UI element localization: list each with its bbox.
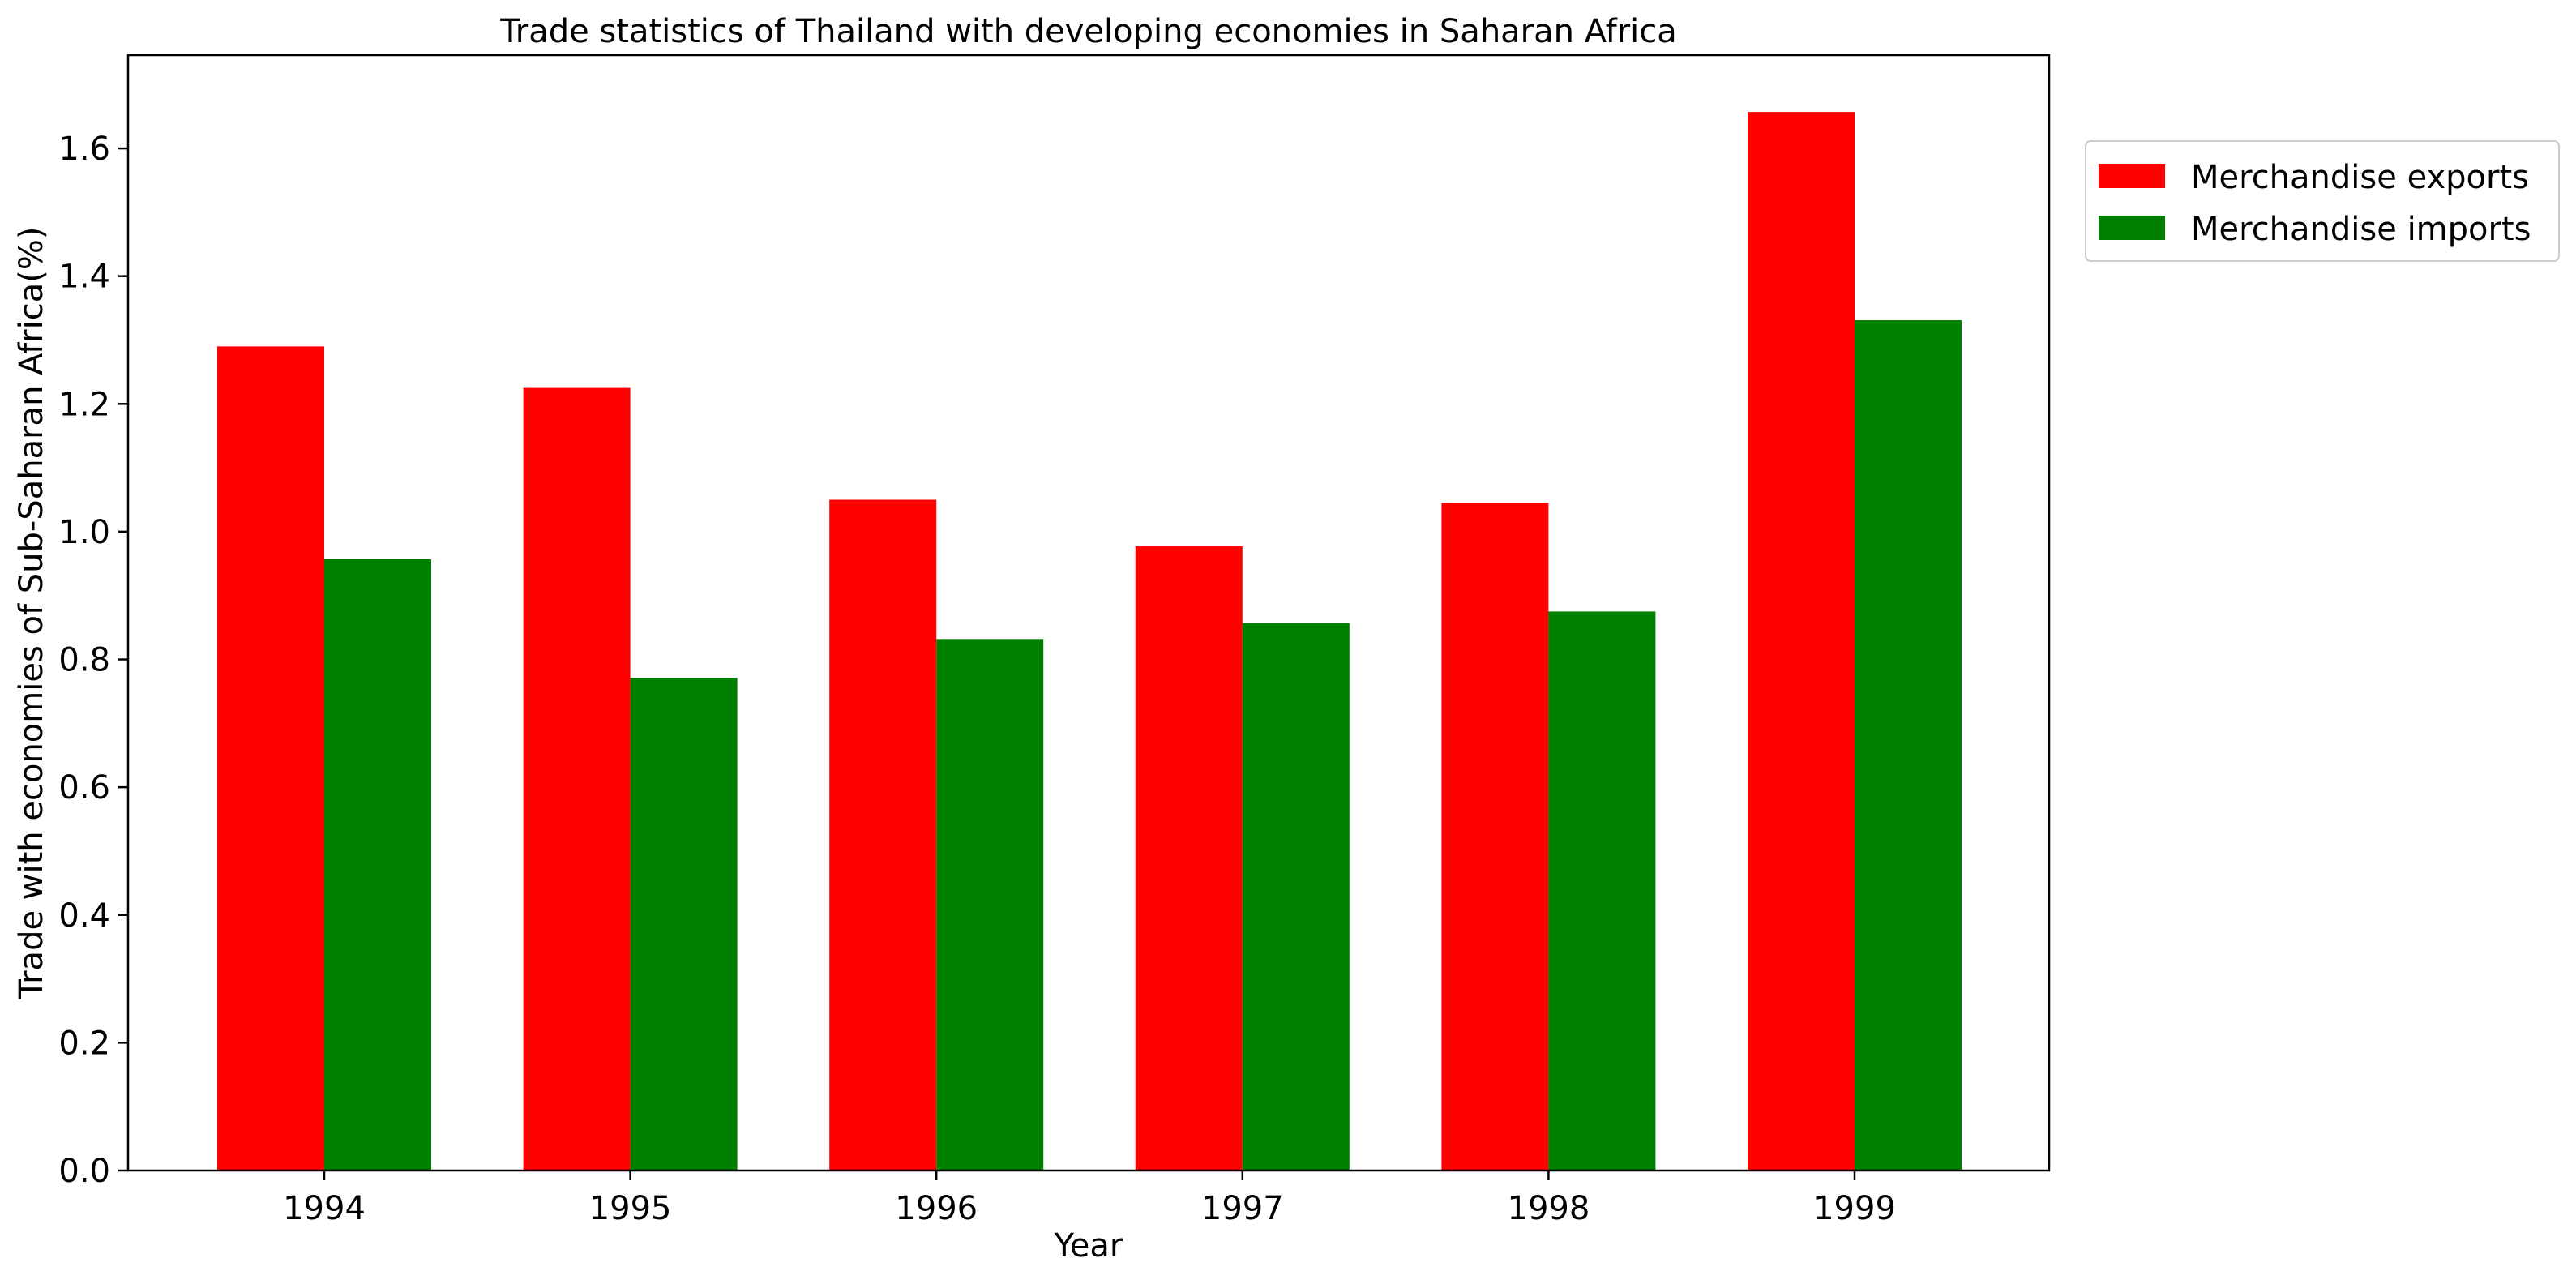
bar-imports-1998 — [1548, 611, 1656, 1171]
bar-exports-1995 — [523, 387, 631, 1171]
x-axis: 1994 1995 1996 1997 1998 1999 — [283, 1171, 1896, 1227]
bar-imports-1997 — [1242, 623, 1350, 1171]
y-tick-label-0.8: 0.8 — [58, 642, 110, 679]
bar-exports-1998 — [1441, 503, 1549, 1171]
y-tick-label-0.2: 0.2 — [58, 1025, 110, 1062]
bar-exports-1994 — [217, 346, 324, 1171]
y-tick-label-0.4: 0.4 — [58, 897, 110, 935]
x-axis-label: Year — [1054, 1227, 1123, 1265]
y-tick-label-1.4: 1.4 — [58, 259, 110, 296]
legend-box — [2085, 140, 2560, 262]
y-tick-label-1.6: 1.6 — [58, 131, 110, 168]
bar-exports-1997 — [1135, 546, 1243, 1171]
y-tick-label-0.0: 0.0 — [58, 1153, 110, 1190]
chart-title: Trade statistics of Thailand with develo… — [499, 13, 1677, 50]
x-tick-label-1994: 1994 — [283, 1190, 366, 1227]
legend-swatch-imports — [2099, 216, 2165, 240]
x-tick-label-1997: 1997 — [1201, 1190, 1284, 1227]
bars-group — [217, 112, 1962, 1171]
bar-imports-1995 — [630, 678, 738, 1171]
x-tick-label-1996: 1996 — [895, 1190, 978, 1227]
legend-label-imports: Merchandise imports — [2191, 211, 2531, 248]
plot-frame — [126, 54, 2051, 1172]
legend: Merchandise exports Merchandise imports — [2085, 140, 2560, 262]
y-axis-label: Trade with economies of Sub-Saharan Afri… — [13, 227, 50, 1000]
y-axis: 0.0 0.2 0.4 0.6 0.8 1.0 1.2 1.4 1.6 — [58, 131, 128, 1190]
bar-exports-1999 — [1748, 112, 1855, 1171]
y-tick-label-1.0: 1.0 — [58, 514, 110, 551]
legend-swatch-exports — [2099, 164, 2165, 188]
bar-imports-1996 — [936, 639, 1044, 1171]
y-tick-label-1.2: 1.2 — [58, 386, 110, 423]
y-tick-label-0.6: 0.6 — [58, 769, 110, 807]
x-tick-label-1999: 1999 — [1813, 1190, 1896, 1227]
bar-imports-1999 — [1855, 320, 1962, 1171]
bar-exports-1996 — [829, 499, 937, 1171]
x-tick-label-1998: 1998 — [1508, 1190, 1590, 1227]
bar-imports-1994 — [324, 559, 431, 1171]
legend-label-exports: Merchandise exports — [2191, 159, 2529, 196]
x-tick-label-1995: 1995 — [589, 1190, 672, 1227]
